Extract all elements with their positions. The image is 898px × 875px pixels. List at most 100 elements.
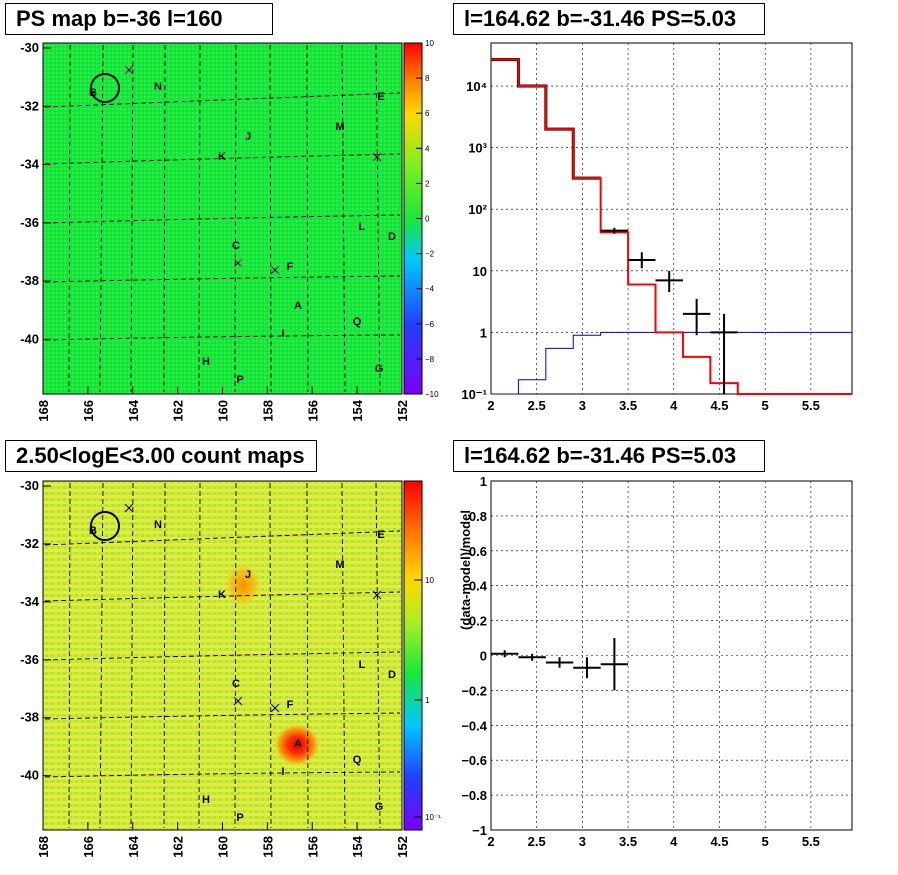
spectrum-xtick-label: 3 bbox=[579, 398, 586, 413]
map-xtick-label: 166 bbox=[81, 400, 96, 422]
count-map-title: 2.50<logE<3.00 count maps bbox=[5, 440, 317, 472]
count-colorbar bbox=[403, 480, 423, 831]
count-map-panel: B N E M J K L D C F A Q I H G P 10 1 10⁻¹ 168 166 164 162 160… bbox=[20, 478, 441, 858]
source-label-M: M bbox=[335, 559, 344, 571]
map-xtick-label: 162 bbox=[171, 836, 186, 858]
map-xtick-label: 158 bbox=[260, 400, 275, 422]
map-ytick-label: -32 bbox=[20, 536, 39, 551]
residual-ytick-label: 1 bbox=[480, 474, 487, 489]
source-label-E: E bbox=[377, 529, 384, 541]
residual-xtick-label: 5.5 bbox=[802, 834, 820, 849]
residual-ytick-label: −0.4 bbox=[461, 718, 487, 733]
count-colorbar-tick-label: 10 bbox=[425, 576, 434, 585]
source-label-N: N bbox=[154, 81, 162, 93]
source-label-D: D bbox=[388, 669, 396, 681]
residual-ytick-label: 0.8 bbox=[469, 509, 487, 524]
ps-map-labels: B N E M J K L D C F A Q I H G P bbox=[89, 65, 396, 386]
map-xtick-label: 164 bbox=[126, 835, 141, 857]
source-circle bbox=[90, 73, 120, 103]
source-label-K: K bbox=[218, 151, 226, 163]
residual-ytick-label: −0.8 bbox=[461, 788, 487, 803]
count-colorbar-ticks: 10 1 10⁻¹ bbox=[414, 576, 441, 822]
map-ytick-label: -34 bbox=[20, 157, 40, 172]
map-xtick-label: 160 bbox=[216, 836, 231, 858]
residual-panel: 2 2.5 3 3.5 4 4.5 5 5.5 1 0.8 0.6 0.4 0.2 0 −0.2 −0.4 −0… bbox=[458, 474, 853, 849]
residual-ylabel: (data-model)/model bbox=[458, 510, 473, 630]
source-label-H: H bbox=[202, 356, 210, 368]
map-xtick-label: 156 bbox=[305, 400, 320, 422]
spectrum-ytick-label: 10³ bbox=[468, 141, 487, 156]
ps-colorbar-tick-label: 6 bbox=[425, 109, 430, 118]
residual-ytick-label: 0.4 bbox=[469, 579, 488, 594]
map-ytick-label: -36 bbox=[20, 215, 39, 230]
ps-colorbar-tick-label: 0 bbox=[425, 215, 430, 224]
residual-xtick-label: 3 bbox=[579, 834, 586, 849]
source-label-N: N bbox=[154, 519, 162, 531]
source-label-B: B bbox=[89, 87, 97, 99]
source-J-blob bbox=[223, 561, 263, 609]
ps-map-title: PS map b=-36 l=160 bbox=[5, 3, 273, 35]
source-cross-icon bbox=[270, 703, 280, 713]
residual-xtick-label: 4.5 bbox=[710, 834, 728, 849]
source-cross-icon bbox=[124, 65, 134, 75]
map-ytick-label: -32 bbox=[20, 98, 39, 113]
spectrum-title: l=164.62 b=-31.46 PS=5.03 bbox=[453, 3, 765, 35]
map-xtick-label: 168 bbox=[36, 836, 51, 858]
source-label-L: L bbox=[359, 659, 366, 671]
source-label-I: I bbox=[281, 766, 284, 778]
residual-xtick-label: 5 bbox=[762, 834, 769, 849]
source-cross-icon bbox=[270, 265, 280, 275]
residual-ytick-label: −0.2 bbox=[461, 683, 487, 698]
spectrum-ytick-label: 10 bbox=[473, 264, 487, 279]
source-label-F: F bbox=[287, 261, 294, 273]
source-label-J: J bbox=[245, 569, 251, 581]
source-cross-icon bbox=[372, 152, 382, 162]
spectrum-xtick-label: 2 bbox=[487, 398, 494, 413]
source-label-G: G bbox=[375, 363, 384, 375]
source-label-B: B bbox=[89, 525, 97, 537]
source-label-C: C bbox=[232, 678, 240, 690]
map-xtick-label: 158 bbox=[260, 836, 275, 858]
ps-map-xticks: 168 166 164 162 160 158 156 154 152 bbox=[36, 386, 410, 422]
map-xtick-label: 154 bbox=[350, 835, 365, 857]
residual-xtick-label: 2 bbox=[487, 834, 494, 849]
spectrum-xtick-label: 2.5 bbox=[528, 398, 546, 413]
residual-ytick-label: −0.6 bbox=[461, 753, 487, 768]
source-cross-icon bbox=[233, 258, 243, 268]
map-ytick-label: -36 bbox=[20, 652, 39, 667]
residual-xtick-label: 4 bbox=[670, 834, 678, 849]
ps-colorbar-ticks: 10 8 6 4 2 0 −2 −4 −6 −8 −10 bbox=[416, 39, 439, 399]
source-A-blob bbox=[273, 723, 321, 767]
source-label-P: P bbox=[236, 812, 243, 824]
spectrum-ytick-label: 1 bbox=[480, 325, 487, 340]
map-ytick-label: -40 bbox=[20, 331, 39, 346]
total-model-step bbox=[491, 58, 852, 395]
background-model-step bbox=[491, 331, 852, 395]
residual-title: l=164.62 b=-31.46 PS=5.03 bbox=[453, 440, 765, 472]
source-cross-icon bbox=[233, 696, 243, 706]
ps-colorbar-tick-label: −8 bbox=[425, 355, 435, 364]
ps-colorbar-tick-label: 2 bbox=[425, 179, 430, 188]
spectrum-xtick-label: 5 bbox=[762, 398, 769, 413]
spectrum-frame bbox=[490, 42, 853, 395]
ps-colorbar-tick-label: −2 bbox=[425, 250, 435, 259]
spectrum-xtick-label: 3.5 bbox=[619, 398, 637, 413]
spectrum-xtick-label: 4 bbox=[670, 398, 678, 413]
ps-colorbar-tick-label: 10 bbox=[425, 39, 434, 48]
spectrum-ytick-label: 10⁴ bbox=[466, 79, 487, 94]
source-label-A: A bbox=[294, 738, 302, 750]
map-xtick-label: 168 bbox=[36, 400, 51, 422]
map-xtick-label: 166 bbox=[81, 836, 96, 858]
source-label-M: M bbox=[335, 121, 344, 133]
ps-map-gridlines bbox=[44, 44, 401, 393]
map-xtick-label: 164 bbox=[126, 399, 141, 421]
source-label-F: F bbox=[287, 699, 294, 711]
source-label-J: J bbox=[245, 131, 251, 143]
map-xtick-label: 156 bbox=[305, 836, 320, 858]
count-map-gridlines bbox=[44, 482, 401, 829]
map-ytick-label: -34 bbox=[20, 594, 40, 609]
ps-map-yticks: -30 -32 -34 -36 -38 -40 bbox=[20, 40, 51, 346]
map-ytick-label: -38 bbox=[20, 273, 39, 288]
count-colorbar-tick-label: 10⁻¹ bbox=[425, 813, 441, 822]
map-ytick-label: -30 bbox=[20, 40, 39, 55]
